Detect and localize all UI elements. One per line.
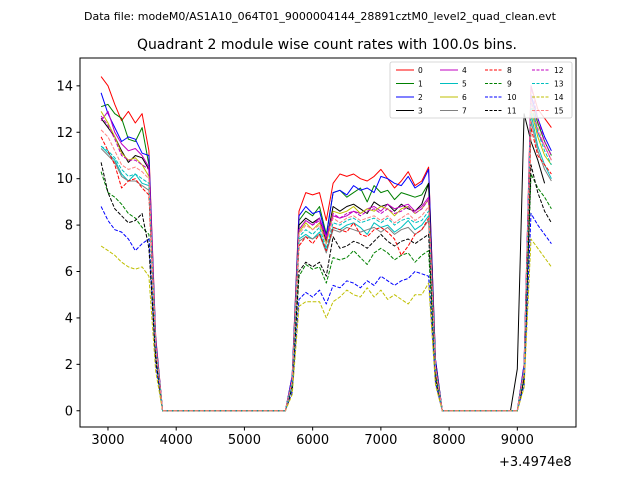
legend-label-13: 13 [554,80,564,89]
x-tick-label: 7000 [364,433,397,448]
legend-label-5: 5 [462,80,467,89]
y-tick-label: 12 [56,126,73,141]
legend-label-7: 7 [462,107,467,116]
legend-label-8: 8 [507,66,512,75]
legend-label-11: 11 [507,107,517,116]
y-tick-label: 8 [65,219,73,234]
y-tick-label: 2 [65,358,73,373]
chart-title: Quadrant 2 module wise count rates with … [137,37,517,53]
y-tick-label: 4 [65,311,73,326]
series-lines [100,76,552,412]
legend-label-3: 3 [418,107,423,116]
x-tick-label: 3000 [91,433,124,448]
legend-label-9: 9 [507,80,512,89]
legend-label-1: 1 [418,80,423,89]
legend-label-14: 14 [554,93,564,102]
figure-suptitle: Data file: modeM0/AS1A10_064T01_90000041… [84,10,557,23]
x-tick-label: 6000 [296,433,329,448]
y-tick-label: 0 [65,404,73,419]
legend-label-2: 2 [418,93,423,102]
x-tick-label: 5000 [228,433,261,448]
x-axis-ticks: 3000 4000 5000 6000 7000 8000 9000 [91,427,534,448]
legend-box [389,61,573,119]
x-tick-label: 4000 [160,433,193,448]
x-tick-label: 8000 [433,433,466,448]
x-axis-offset-label: +3.4974e8 [499,455,572,470]
y-tick-label: 6 [65,265,73,280]
legend-label-4: 4 [462,66,467,75]
legend-label-12: 12 [554,66,564,75]
plot-frame [79,57,577,428]
legend-label-10: 10 [507,93,517,102]
y-tick-label: 10 [56,172,73,187]
y-tick-label: 14 [56,79,73,94]
series-line-15 [100,99,552,412]
legend-label-0: 0 [418,66,423,75]
y-axis-ticks: 0 2 4 6 8 10 12 14 [56,79,80,419]
legend-label-6: 6 [462,93,467,102]
legend-label-15: 15 [554,107,564,116]
x-tick-label: 9000 [501,433,534,448]
